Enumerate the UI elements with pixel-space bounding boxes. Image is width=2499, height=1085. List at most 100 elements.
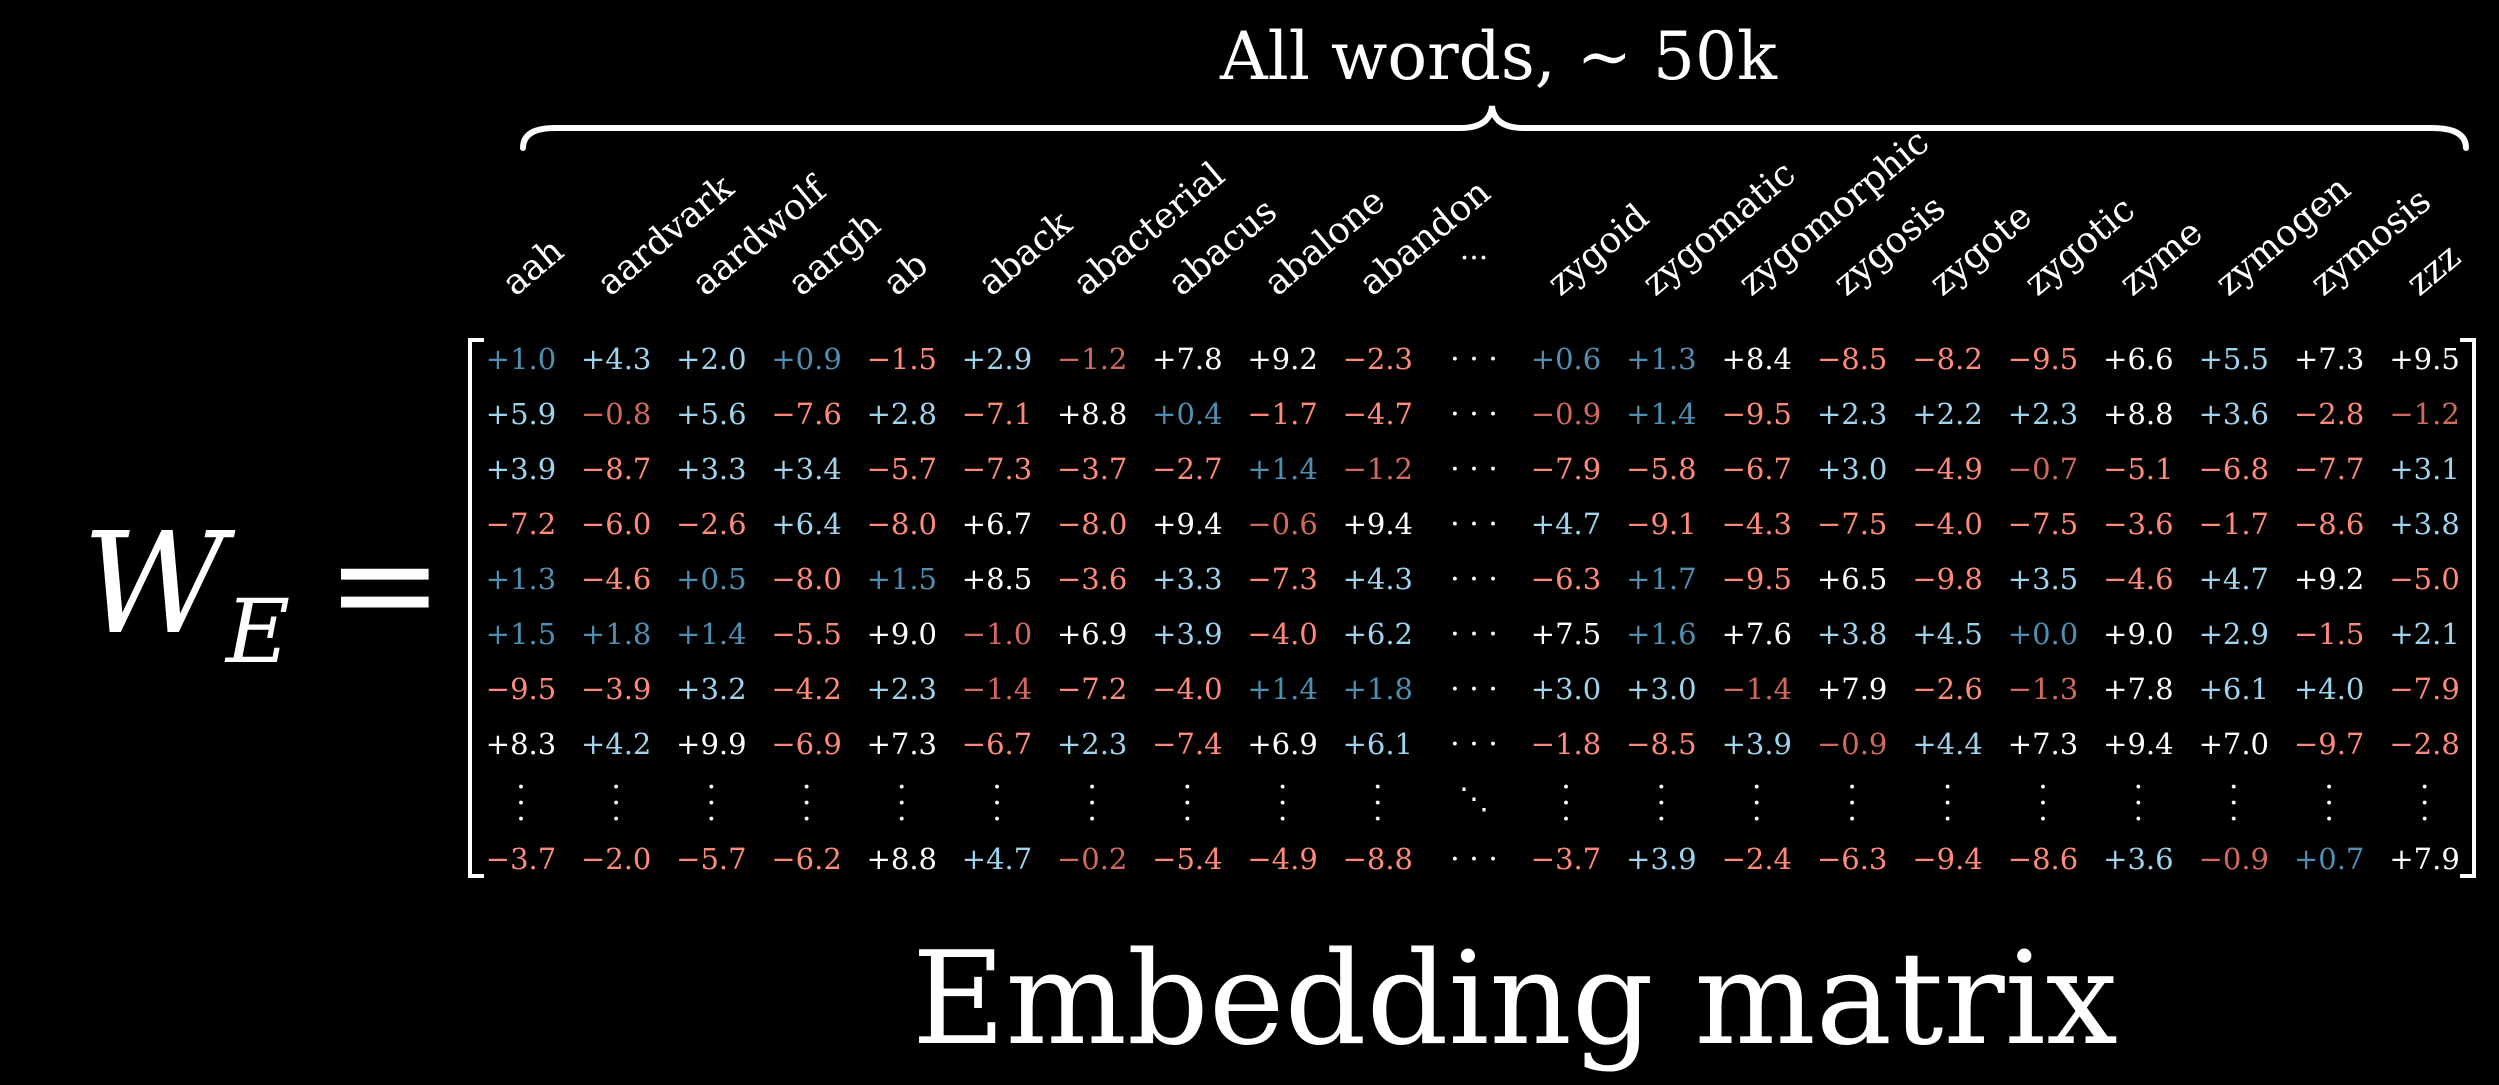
- matrix-cell: +3.6: [2198, 397, 2269, 431]
- ellipsis: · · ·: [1450, 452, 1498, 487]
- matrix-cell: −7.1: [961, 397, 1033, 431]
- matrix-cell: −6.7: [1721, 452, 1792, 486]
- matrix-cell: −3.6: [1056, 562, 1128, 596]
- matrix-cell: +0.5: [676, 562, 747, 596]
- matrix-cell: +2.0: [676, 342, 747, 376]
- matrix-cell: −4.6: [2103, 562, 2174, 596]
- matrix-cell: +1.4: [1247, 452, 1318, 486]
- matrix-cell: −4.0: [1247, 617, 1318, 651]
- matrix-cell: +6.7: [961, 507, 1033, 541]
- lhs-symbol: W: [82, 503, 226, 666]
- matrix-cell: +1.3: [1626, 342, 1697, 376]
- header-ellipsis: ...: [1459, 232, 1489, 267]
- matrix-cell: +7.5: [1530, 617, 1602, 651]
- matrix-cell: +1.5: [485, 617, 557, 651]
- matrix-cell: +9.2: [2293, 562, 2365, 596]
- matrix-cell: −3.6: [2103, 507, 2174, 541]
- matrix-cell: −2.8: [2293, 397, 2365, 431]
- matrix-cell: +8.3: [485, 727, 557, 761]
- matrix-cell: −4.0: [1912, 507, 1983, 541]
- matrix-cell: −2.3: [1342, 342, 1413, 376]
- matrix-cell: −5.7: [866, 452, 937, 486]
- matrix-cell: −7.6: [771, 397, 842, 431]
- matrix-cell: +9.9: [676, 727, 747, 761]
- matrix-cell: +0.0: [2007, 617, 2079, 651]
- matrix-cell: +3.9: [1152, 617, 1223, 651]
- matrix-cell: +4.4: [1912, 727, 1983, 761]
- matrix-cell: +7.6: [1721, 617, 1792, 651]
- matrix-cell: −5.1: [2103, 452, 2174, 486]
- matrix-cell: −2.0: [580, 842, 652, 876]
- matrix-cell: +4.5: [1912, 617, 1983, 651]
- matrix-cell: −3.7: [1056, 452, 1128, 486]
- ellipsis: ⋱: [1459, 782, 1489, 817]
- matrix-cell: −1.8: [1530, 727, 1602, 761]
- matrix-cell: +5.6: [676, 397, 747, 431]
- matrix-cell: +7.3: [866, 727, 937, 761]
- matrix-cell: +9.2: [1247, 342, 1318, 376]
- matrix-cell: +6.4: [771, 507, 842, 541]
- vertical-ellipsis: · · ·: [1656, 770, 1667, 837]
- matrix-cell: −8.5: [1816, 342, 1888, 376]
- matrix-cell: −0.9: [1816, 727, 1888, 761]
- vertical-ellipsis: · · ·: [2133, 770, 2144, 837]
- matrix-cell: −6.3: [1816, 842, 1888, 876]
- matrix-cell: −8.5: [1626, 727, 1697, 761]
- matrix-cell: −8.0: [771, 562, 842, 596]
- matrix-cell: −2.8: [2389, 727, 2460, 761]
- matrix-cell: −1.7: [2198, 507, 2269, 541]
- matrix-cell: +2.3: [866, 672, 937, 706]
- matrix-cell: −0.6: [1247, 507, 1318, 541]
- matrix-cell: −4.7: [1342, 397, 1413, 431]
- matrix-cell: −9.5: [1721, 397, 1792, 431]
- matrix-cell: +8.8: [1056, 397, 1128, 431]
- matrix-cell: +6.6: [2103, 342, 2174, 376]
- matrix-cell: +0.9: [771, 342, 842, 376]
- matrix-cell: −2.6: [1912, 672, 1983, 706]
- vertical-ellipsis: · · ·: [1942, 770, 1953, 837]
- matrix-cell: −4.6: [580, 562, 652, 596]
- matrix-cell: +6.5: [1816, 562, 1888, 596]
- matrix-cell: +1.6: [1626, 617, 1697, 651]
- matrix-cell: −7.9: [1530, 452, 1602, 486]
- matrix-cell: +1.7: [1626, 562, 1697, 596]
- matrix-cell: +2.3: [1056, 727, 1128, 761]
- matrix-cell: −8.6: [2293, 507, 2365, 541]
- matrix-cell: −6.2: [771, 842, 842, 876]
- matrix-cell: −4.2: [771, 672, 842, 706]
- ellipsis: · · ·: [1450, 507, 1498, 542]
- matrix-cell: +1.5: [866, 562, 937, 596]
- matrix-cell: +7.8: [1152, 342, 1223, 376]
- matrix-cell: +9.0: [866, 617, 937, 651]
- vertical-ellipsis: · · ·: [1847, 770, 1857, 837]
- matrix-cell: +3.4: [771, 452, 842, 486]
- matrix-cell: −6.3: [1530, 562, 1602, 596]
- matrix-cell: +9.4: [2103, 727, 2174, 761]
- ellipsis: · · ·: [1450, 562, 1498, 597]
- matrix-cell: −5.0: [2389, 562, 2460, 596]
- matrix-cell: +4.3: [580, 342, 652, 376]
- matrix-cell: +3.2: [676, 672, 747, 706]
- matrix-cell: +3.9: [1721, 727, 1792, 761]
- vertical-ellipsis: · · ·: [1373, 770, 1383, 837]
- matrix-cell: +1.0: [485, 342, 557, 376]
- matrix-cell: +7.9: [2389, 842, 2460, 876]
- matrix-cell: −7.2: [485, 507, 557, 541]
- vertical-ellipsis: · · ·: [516, 770, 526, 837]
- matrix-cell: +3.9: [485, 452, 557, 486]
- matrix-cell: +2.3: [2007, 397, 2079, 431]
- matrix-cell: −7.5: [2007, 507, 2079, 541]
- matrix-cell: +0.4: [1152, 397, 1223, 431]
- matrix-cell: +3.3: [676, 452, 747, 486]
- matrix-cell: +4.0: [2293, 672, 2365, 706]
- vertical-ellipsis: · · ·: [1087, 770, 1097, 837]
- matrix-cell: −7.3: [961, 452, 1033, 486]
- matrix-cell: +7.3: [2293, 342, 2365, 376]
- matrix-cell: +2.9: [961, 342, 1033, 376]
- matrix-cell: −1.2: [1342, 452, 1413, 486]
- matrix-cell: −5.7: [676, 842, 747, 876]
- matrix-cell: +2.1: [2389, 617, 2460, 651]
- matrix-cell: −6.0: [580, 507, 652, 541]
